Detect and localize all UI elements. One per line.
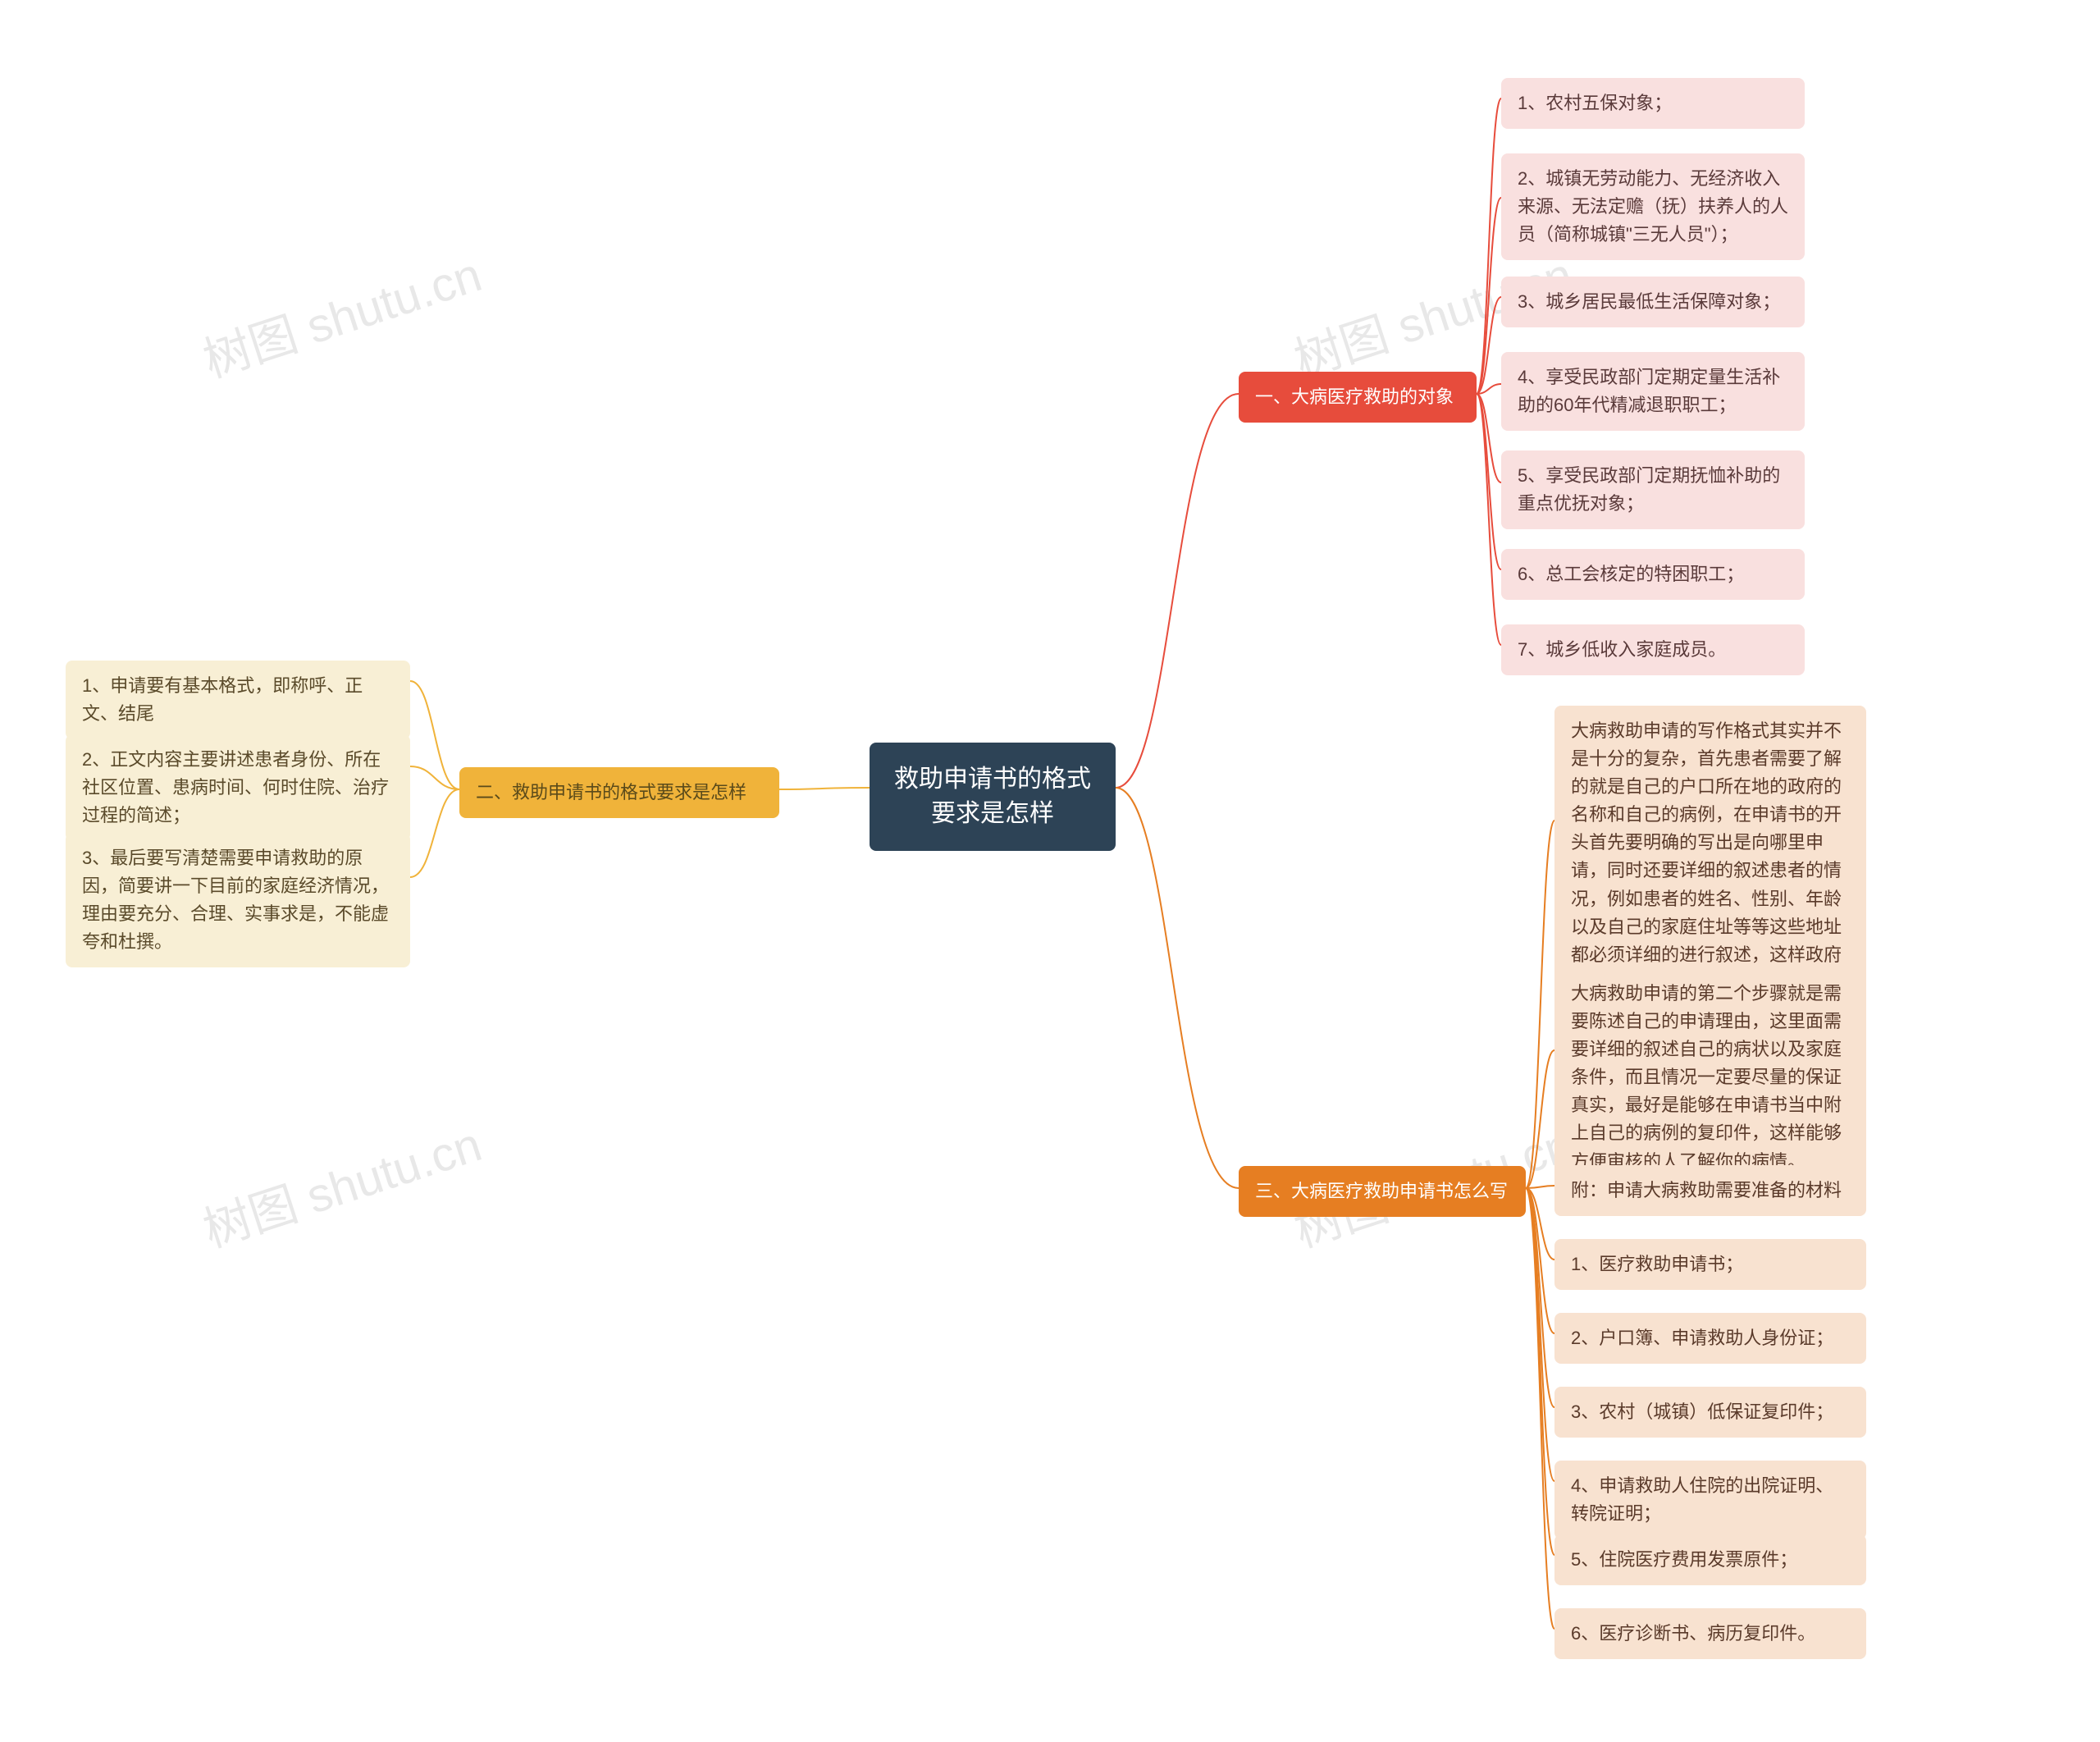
branch1-leaf[interactable]: 7、城乡低收入家庭成员。: [1501, 624, 1805, 675]
branch3-leaf[interactable]: 6、医疗诊断书、病历复印件。: [1554, 1608, 1866, 1659]
branch2-leaf[interactable]: 3、最后要写清楚需要申请救助的原因，简要讲一下目前的家庭经济情况，理由要充分、合…: [66, 833, 410, 967]
branch1-leaf[interactable]: 1、农村五保对象；: [1501, 78, 1805, 129]
branch2-leaf[interactable]: 1、申请要有基本格式，即称呼、正文、结尾: [66, 661, 410, 739]
root-node[interactable]: 救助申请书的格式要求是怎样: [870, 743, 1116, 851]
branch3-leaf[interactable]: 2、户口簿、申请救助人身份证；: [1554, 1313, 1866, 1364]
branch3-leaf[interactable]: 5、住院医疗费用发票原件；: [1554, 1534, 1866, 1585]
branch2-head[interactable]: 二、救助申请书的格式要求是怎样: [459, 767, 779, 818]
branch1-leaf[interactable]: 3、城乡居民最低生活保障对象；: [1501, 277, 1805, 327]
branch1-head[interactable]: 一、大病医疗救助的对象: [1239, 372, 1477, 423]
watermark: 树图 shutu.cn: [194, 1106, 489, 1260]
branch2-leaf[interactable]: 2、正文内容主要讲述患者身份、所在社区位置、患病时间、何时住院、治疗过程的简述；: [66, 734, 410, 841]
branch3-leaf[interactable]: 附：申请大病救助需要准备的材料: [1554, 1165, 1866, 1216]
branch3-leaf[interactable]: 1、医疗救助申请书；: [1554, 1239, 1866, 1290]
branch1-leaf[interactable]: 2、城镇无劳动能力、无经济收入来源、无法定赡（抚）扶养人的人员（简称城镇"三无人…: [1501, 153, 1805, 260]
branch1-leaf[interactable]: 4、享受民政部门定期定量生活补助的60年代精减退职职工；: [1501, 352, 1805, 431]
watermark: 树图 shutu.cn: [194, 236, 489, 391]
branch1-leaf[interactable]: 5、享受民政部门定期抚恤补助的重点优抚对象；: [1501, 450, 1805, 529]
branch3-head[interactable]: 三、大病医疗救助申请书怎么写: [1239, 1166, 1526, 1217]
branch3-leaf[interactable]: 大病救助申请的第二个步骤就是需要陈述自己的申请理由，这里面需要详细的叙述自己的病…: [1554, 968, 1866, 1187]
branch3-leaf[interactable]: 4、申请救助人住院的出院证明、转院证明；: [1554, 1461, 1866, 1539]
branch3-leaf[interactable]: 3、农村（城镇）低保证复印件；: [1554, 1387, 1866, 1438]
branch1-leaf[interactable]: 6、总工会核定的特困职工；: [1501, 549, 1805, 600]
